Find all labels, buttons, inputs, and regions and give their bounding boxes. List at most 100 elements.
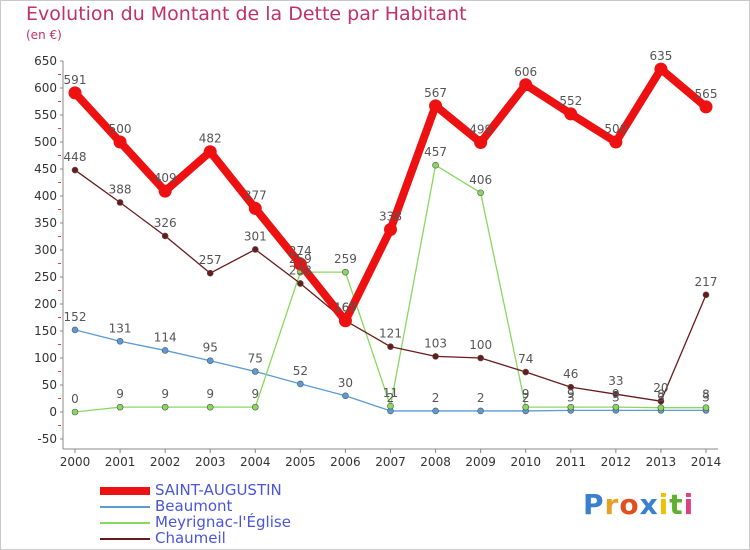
data-label: 606: [514, 65, 537, 79]
data-point: [251, 246, 259, 253]
logo-letter: o: [619, 488, 640, 521]
data-point: [657, 397, 665, 405]
data-label: 482: [199, 132, 222, 146]
data-label: 388: [109, 182, 132, 196]
logo-letter: t: [669, 488, 684, 521]
data-label: 3: [702, 390, 710, 404]
data-label: 0: [71, 392, 79, 406]
data-label: 8: [702, 388, 710, 402]
data-point: [612, 390, 620, 398]
data-label: 169: [334, 301, 357, 315]
x-tick-label: 2000: [60, 455, 91, 469]
data-label: 259: [289, 252, 312, 266]
data-label: 3: [657, 390, 665, 404]
x-tick-label: 2004: [240, 455, 271, 469]
data-point: [477, 354, 484, 362]
x-tick-label: 2013: [646, 455, 677, 469]
y-tick-label: 0: [49, 405, 57, 419]
data-point: [519, 78, 533, 92]
data-point: [474, 136, 488, 150]
series-line-3: [74, 169, 707, 402]
data-point: [432, 407, 439, 415]
data-label: 635: [649, 49, 672, 63]
data-point: [206, 357, 214, 365]
data-point: [161, 347, 169, 354]
data-point: [429, 99, 443, 113]
chart-unit-label: (en €): [26, 28, 62, 42]
data-label: 552: [559, 94, 582, 108]
data-point: [206, 269, 214, 277]
data-point: [203, 145, 217, 159]
x-tick-label: 2011: [556, 455, 587, 469]
chart-title: Evolution du Montant de la Dette par Hab…: [26, 3, 467, 25]
logo-letter: i: [658, 488, 670, 521]
data-label: 567: [424, 86, 447, 100]
data-label: 3: [612, 390, 620, 404]
data-label: 500: [109, 122, 132, 136]
y-tick-label: 50: [42, 378, 57, 392]
data-point: [71, 326, 79, 334]
y-tick-label: 650: [34, 54, 57, 68]
data-point: [342, 268, 349, 276]
x-tick-label: 2005: [285, 455, 316, 469]
data-point: [158, 184, 172, 198]
data-label: 377: [244, 188, 267, 202]
data-label: 274: [289, 244, 312, 258]
data-point: [567, 403, 575, 411]
data-label: 9: [612, 387, 620, 401]
proxiti-logo: Proxiti: [583, 488, 694, 521]
x-tick-label: 2010: [510, 455, 541, 469]
data-label: 30: [338, 376, 353, 390]
data-point: [116, 199, 124, 206]
legend-label: Beaumont: [155, 497, 233, 515]
data-point: [477, 407, 484, 415]
logo-letter: x: [639, 488, 659, 521]
data-point: [657, 404, 665, 411]
x-tick-label: 2009: [465, 455, 496, 469]
data-label: 499: [469, 123, 492, 137]
data-label: 217: [695, 275, 718, 289]
data-label: 301: [244, 229, 267, 243]
data-label: 74: [518, 352, 533, 366]
data-label: 131: [109, 321, 132, 335]
x-tick-label: 2002: [150, 455, 181, 469]
logo-letter: r: [604, 488, 620, 521]
data-label: 257: [199, 253, 222, 267]
legend-swatch: [100, 506, 150, 508]
data-point: [387, 402, 394, 410]
y-tick-label: 300: [34, 243, 57, 257]
data-label: 238: [289, 263, 312, 277]
data-label: 95: [203, 341, 218, 355]
data-label: 2: [387, 391, 395, 405]
data-label: 9: [567, 387, 575, 401]
data-label: 9: [161, 387, 169, 401]
data-point: [116, 337, 124, 345]
data-label: 2: [522, 391, 530, 405]
x-tick-label: 2008: [420, 455, 451, 469]
data-point: [609, 135, 623, 149]
data-label: 9: [522, 387, 530, 401]
data-point: [432, 353, 439, 360]
data-point: [338, 314, 352, 328]
data-label: 3: [567, 390, 575, 404]
y-tick-label: 600: [34, 81, 57, 95]
y-tick-label: 150: [34, 324, 57, 338]
data-label: 406: [469, 173, 492, 187]
data-point: [522, 368, 530, 376]
data-point: [702, 404, 710, 411]
data-label: 75: [248, 352, 263, 366]
x-tick-label: 2007: [375, 455, 406, 469]
data-point: [564, 107, 578, 121]
data-label: 326: [154, 216, 177, 230]
data-point: [113, 135, 127, 149]
data-label: 103: [424, 336, 447, 350]
y-tick-label: 400: [34, 189, 57, 203]
data-point: [71, 408, 79, 416]
data-label: 8: [657, 388, 665, 402]
y-tick-label: -50: [37, 432, 57, 446]
y-tick-label: 500: [34, 135, 57, 149]
data-point: [68, 86, 82, 100]
data-label: 409: [154, 171, 177, 185]
